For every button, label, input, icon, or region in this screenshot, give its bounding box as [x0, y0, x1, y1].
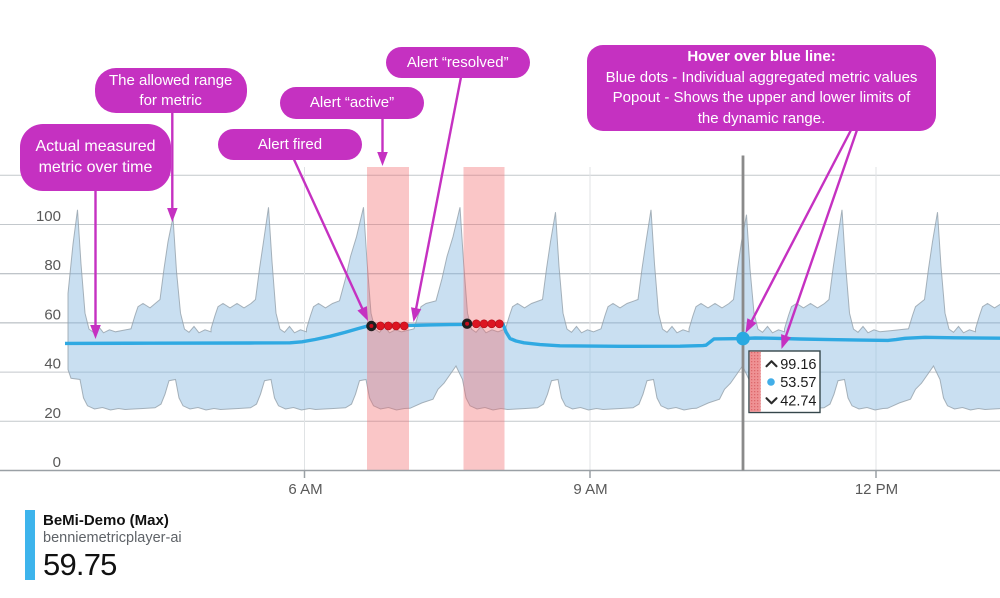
- svg-text:20: 20: [44, 405, 61, 422]
- svg-text:42.74: 42.74: [780, 394, 816, 410]
- svg-text:53.57: 53.57: [780, 375, 816, 391]
- svg-text:0: 0: [53, 454, 61, 471]
- svg-text:40: 40: [44, 356, 61, 373]
- svg-text:12 PM: 12 PM: [855, 481, 898, 498]
- svg-text:6 AM: 6 AM: [288, 481, 322, 498]
- svg-text:9 AM: 9 AM: [573, 481, 607, 498]
- svg-text:100: 100: [36, 208, 61, 225]
- svg-text:99.16: 99.16: [780, 357, 816, 373]
- svg-text:80: 80: [44, 257, 61, 274]
- svg-text:60: 60: [44, 306, 61, 323]
